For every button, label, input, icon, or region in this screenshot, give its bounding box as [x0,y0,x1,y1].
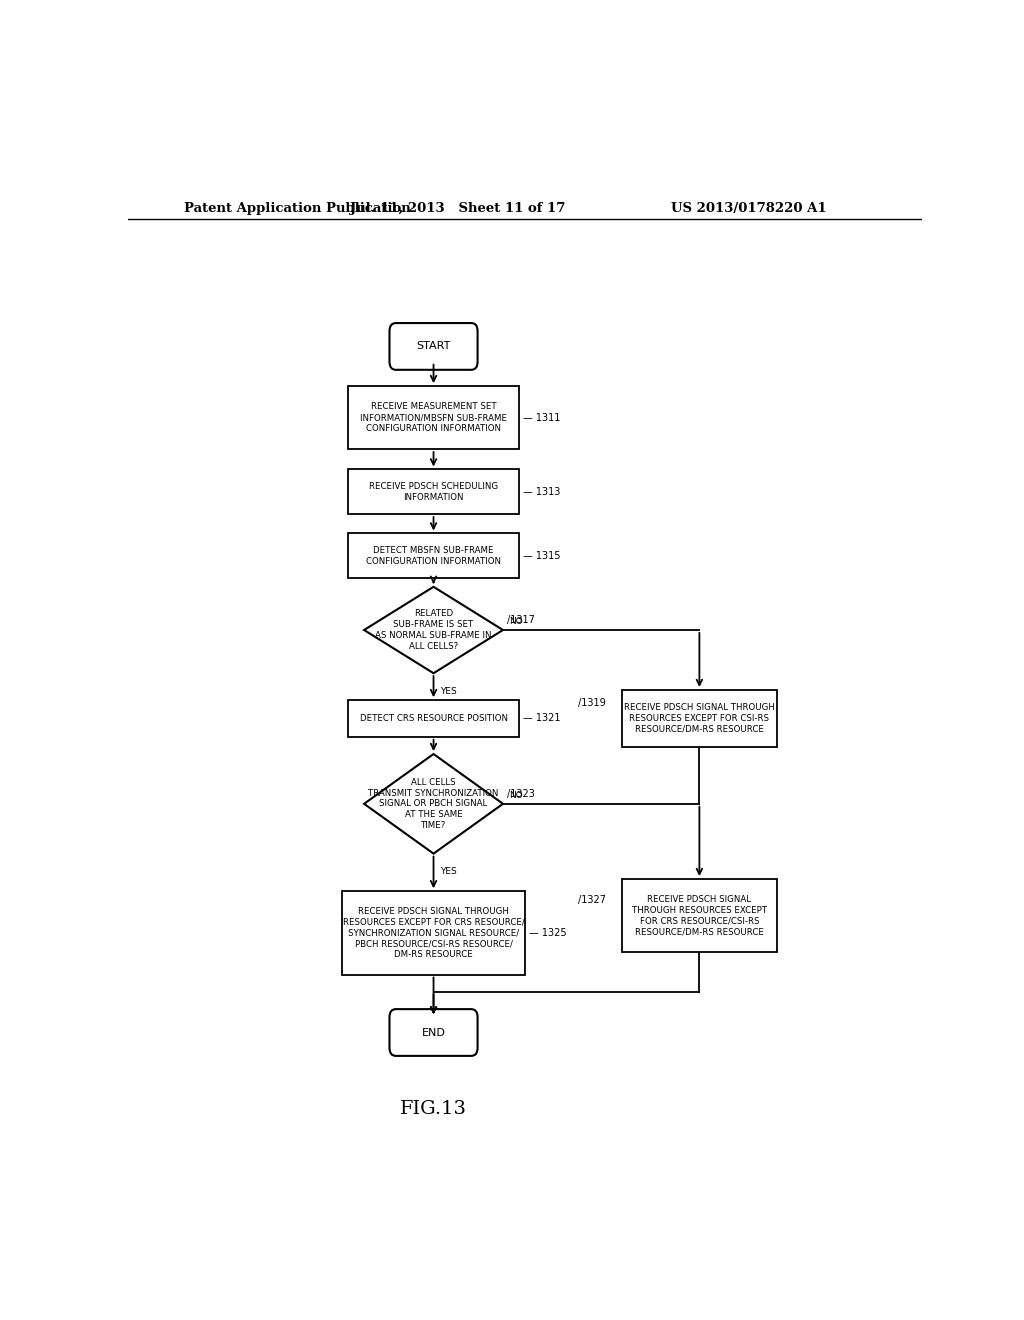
Text: START: START [417,342,451,351]
Text: RECEIVE PDSCH SIGNAL THROUGH
RESOURCES EXCEPT FOR CRS RESOURCE/
SYNCHRONIZATION : RECEIVE PDSCH SIGNAL THROUGH RESOURCES E… [343,907,524,958]
Text: YES: YES [440,686,457,696]
Text: NO: NO [509,791,523,800]
Text: RECEIVE PDSCH SCHEDULING
INFORMATION: RECEIVE PDSCH SCHEDULING INFORMATION [369,482,498,502]
FancyBboxPatch shape [348,700,519,737]
Text: RECEIVE PDSCH SIGNAL THROUGH
RESOURCES EXCEPT FOR CSI-RS
RESOURCE/DM-RS RESOURCE: RECEIVE PDSCH SIGNAL THROUGH RESOURCES E… [624,704,775,734]
FancyBboxPatch shape [348,533,519,578]
Text: DETECT MBSFN SUB-FRAME
CONFIGURATION INFORMATION: DETECT MBSFN SUB-FRAME CONFIGURATION INF… [366,546,501,566]
Text: NO: NO [509,618,523,627]
FancyBboxPatch shape [342,891,524,974]
Text: — 1315: — 1315 [523,550,560,561]
Text: DETECT CRS RESOURCE POSITION: DETECT CRS RESOURCE POSITION [359,714,508,723]
FancyBboxPatch shape [389,1008,477,1056]
Text: /1317: /1317 [507,615,535,624]
Polygon shape [365,754,503,854]
Text: RECEIVE PDSCH SIGNAL
THROUGH RESOURCES EXCEPT
FOR CRS RESOURCE/CSI-RS
RESOURCE/D: RECEIVE PDSCH SIGNAL THROUGH RESOURCES E… [632,895,767,936]
Text: — 1313: — 1313 [523,487,560,496]
Text: — 1311: — 1311 [523,413,560,422]
Text: RECEIVE MEASUREMENT SET
INFORMATION/MBSFN SUB-FRAME
CONFIGURATION INFORMATION: RECEIVE MEASUREMENT SET INFORMATION/MBSF… [360,403,507,433]
FancyBboxPatch shape [622,690,777,747]
Polygon shape [365,587,503,673]
Text: RELATED
SUB-FRAME IS SET
AS NORMAL SUB-FRAME IN
ALL CELLS?: RELATED SUB-FRAME IS SET AS NORMAL SUB-F… [375,610,492,651]
Text: END: END [422,1027,445,1038]
Text: /1319: /1319 [579,698,606,709]
Text: /1327: /1327 [579,895,606,906]
Text: FIG.13: FIG.13 [400,1100,467,1118]
FancyBboxPatch shape [622,879,777,952]
FancyBboxPatch shape [348,385,519,449]
Text: Patent Application Publication: Patent Application Publication [183,202,411,215]
FancyBboxPatch shape [389,323,477,370]
FancyBboxPatch shape [348,470,519,515]
Text: — 1325: — 1325 [528,928,566,939]
Text: — 1321: — 1321 [523,713,560,723]
Text: Jul. 11, 2013   Sheet 11 of 17: Jul. 11, 2013 Sheet 11 of 17 [349,202,565,215]
Text: US 2013/0178220 A1: US 2013/0178220 A1 [671,202,826,215]
Text: /1323: /1323 [507,788,535,799]
Text: YES: YES [440,867,457,876]
Text: ALL CELLS
TRANSMIT SYNCHRONIZATION
SIGNAL OR PBCH SIGNAL
AT THE SAME
TIME?: ALL CELLS TRANSMIT SYNCHRONIZATION SIGNA… [369,777,499,830]
